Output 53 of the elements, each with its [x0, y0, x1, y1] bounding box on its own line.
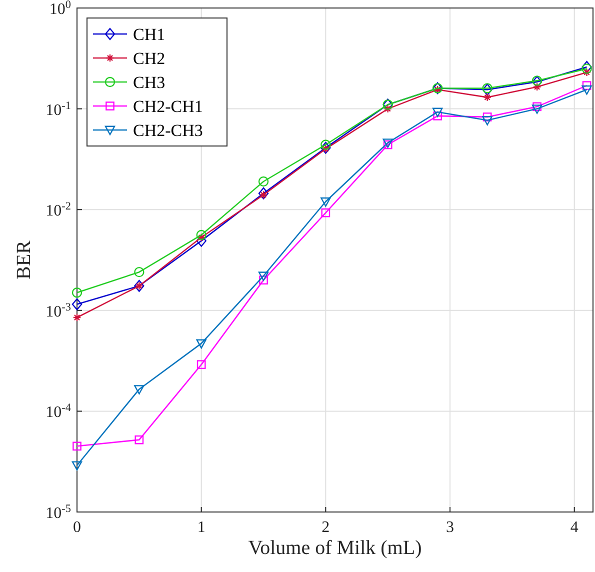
x-tick-label: 3 — [446, 519, 454, 536]
x-tick-label: 2 — [322, 519, 330, 536]
y-tick-label: 10$^{-4}$ — [46, 402, 72, 422]
y-tick-label: 10$^{-5}$ — [46, 503, 72, 522]
y-tick-label: 10$^{0}$ — [49, 0, 72, 18]
point — [134, 266, 144, 278]
point — [258, 187, 269, 200]
x-tick-label: 4 — [570, 519, 578, 536]
y-axis-title: BER — [13, 240, 35, 280]
point — [433, 111, 442, 120]
point — [258, 176, 269, 187]
point — [72, 298, 82, 310]
point — [196, 234, 206, 247]
point — [321, 208, 330, 218]
y-tick-label: 10$^{-1}$ — [46, 100, 71, 119]
legend-label: CH3 — [133, 73, 166, 92]
point — [259, 276, 268, 284]
point — [532, 104, 542, 114]
point — [532, 82, 542, 92]
point — [482, 84, 492, 96]
point — [582, 85, 592, 95]
point — [72, 461, 82, 470]
point — [582, 64, 592, 74]
point — [196, 360, 206, 370]
point — [196, 339, 206, 349]
legend-label: CH1 — [133, 25, 166, 44]
point — [483, 93, 492, 102]
point — [482, 116, 492, 126]
point — [320, 140, 331, 150]
point — [320, 197, 331, 207]
point — [482, 112, 492, 122]
point — [72, 442, 82, 451]
point — [134, 385, 144, 394]
point — [432, 108, 443, 118]
y-tick-label: 10$^{-2}$ — [46, 200, 71, 220]
x-tick-label: 1 — [197, 519, 206, 536]
point — [258, 272, 269, 281]
point — [72, 288, 82, 298]
x-tick-label: 0 — [73, 519, 81, 536]
point — [582, 81, 592, 90]
legend-label: CH2 — [133, 49, 166, 68]
x-axis-title: Volume of Milk (mL) — [248, 537, 422, 559]
point — [582, 60, 592, 73]
point — [320, 142, 331, 154]
y-tick-label: 10$^{-3}$ — [46, 301, 72, 320]
point — [134, 435, 144, 444]
point — [196, 230, 206, 240]
legend-label: CH2-CH1 — [133, 97, 203, 116]
point — [482, 83, 492, 94]
point — [582, 68, 591, 77]
point — [72, 313, 82, 322]
legend-label: CH2-CH3 — [133, 121, 203, 140]
point — [532, 102, 542, 112]
